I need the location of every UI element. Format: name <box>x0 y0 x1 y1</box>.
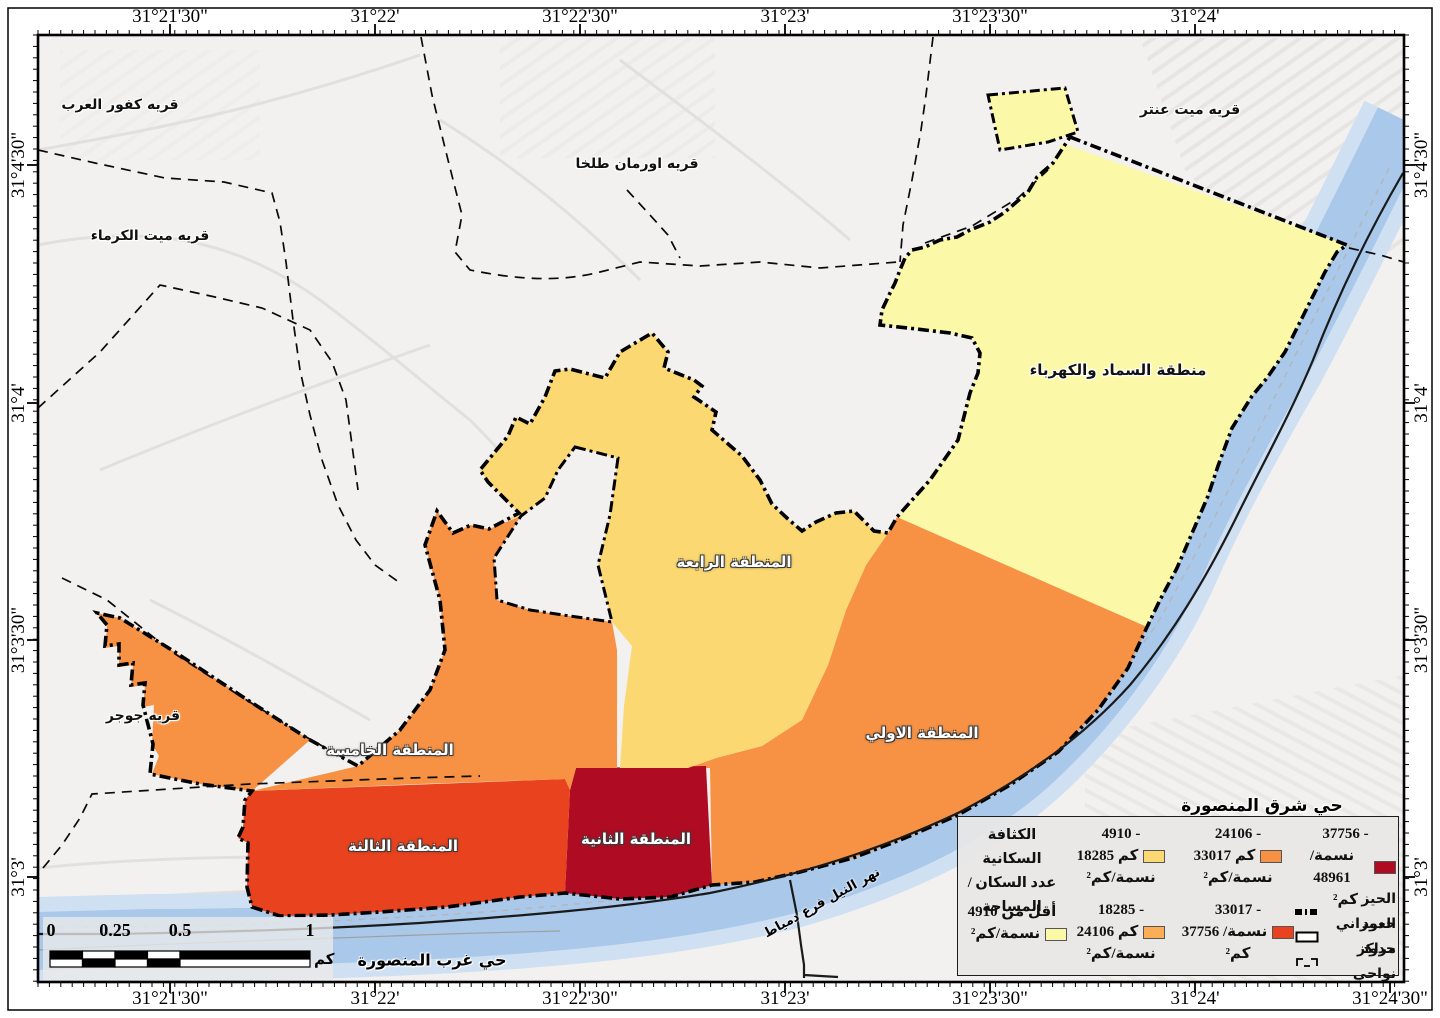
zone-polygon-second <box>565 766 712 899</box>
legend-extra-label: حدود نواحي <box>1352 941 1396 982</box>
scale-number: 0 <box>46 920 56 940</box>
legend-swatch-class6 <box>1374 860 1396 874</box>
legend-extra-urban-extent: الحيز العمراني <box>1295 892 1396 932</box>
rectangle-outline-icon <box>1295 931 1319 943</box>
scale-bar-graphic <box>49 950 311 968</box>
legend-extras: الحيز العمراني حدود مراكز حدود نواحي <box>1295 892 1396 982</box>
legend-class-range: - 37756 <box>1322 826 1369 842</box>
legend-class-unit: نسمة/كم² <box>970 926 1041 942</box>
minor-roads <box>38 53 851 907</box>
legend-class-range: - 4910 <box>1101 826 1141 842</box>
legend-title-line: المساحة <box>982 899 1042 915</box>
legend-title-line: عدد السكان / <box>967 875 1057 891</box>
scale-number: 0.25 <box>99 920 131 940</box>
legend-swatch-class2 <box>1143 849 1166 863</box>
legend-class-unit: كم² <box>1333 892 1358 908</box>
legend-extra-label: الحيز العمراني <box>1335 891 1396 932</box>
graticule-ticks <box>27 24 1415 993</box>
legend-class-5: - 33017 نسمة/ 37756 كم² <box>1181 899 1295 965</box>
legend-class-unit: نسمة/كم² <box>1203 870 1273 886</box>
zone-polygon-third <box>238 779 570 916</box>
zone-polygon-fifth-mass <box>252 511 617 791</box>
legend-title-line: الكثافة السكانية <box>982 827 1042 867</box>
map-frame <box>36 33 1406 984</box>
legend-swatch-class1 <box>1045 927 1068 941</box>
zone-polygon-samad <box>880 143 1347 627</box>
legend-class-2: - 4910 كم 18285 نسمة/كم² <box>1061 823 1181 889</box>
legend-class-unit: نسمة/كم² <box>1086 946 1156 962</box>
legend-column-title: الكثافة السكانية عدد السكان / المساحة أق… <box>963 817 1068 975</box>
legend-class-value: نسمة/ 37756 <box>1181 924 1268 940</box>
legend-class-6: - 37756 نسمة/ 48961 كم² <box>1295 823 1396 911</box>
legend-class-range: - 33017 <box>1214 902 1262 918</box>
legend-extra-label: حدود مراكز <box>1356 916 1396 957</box>
scale-number: 0.5 <box>168 920 192 940</box>
river-centerline <box>38 167 1390 929</box>
outer-border <box>7 7 1433 1011</box>
dashdot-line-icon <box>1295 907 1319 917</box>
scale-unit: كم <box>314 950 335 968</box>
legend-title: الكثافة السكانية عدد السكان / المساحة <box>963 823 1061 919</box>
legend-extra-markaz-borders: حدود مراكز <box>1295 917 1396 957</box>
legend-class-range: - 24106 <box>1214 826 1262 842</box>
zone-polygon-first <box>688 517 1147 885</box>
legend-column-symbols: - 37756 نسمة/ 48961 كم² الحيز العمراني ح… <box>1295 817 1396 982</box>
legend-class-unit: كم² <box>1225 946 1251 962</box>
legend-class-range: - 18285 <box>1097 902 1145 918</box>
legend-swatch-class5 <box>1272 925 1295 939</box>
legend-swatch-class4 <box>1260 849 1283 863</box>
scale-number: 1 <box>305 920 315 940</box>
density-zones <box>97 143 1347 916</box>
legend-class-range: أقل من 4910 <box>967 904 1057 920</box>
legend-class-value: كم 18285 <box>1076 848 1139 864</box>
legend-column-orange: - 24106 كم 33017 نسمة/كم² - 33017 نسمة/ … <box>1181 817 1295 975</box>
legend-class-unit: نسمة/كم² <box>1086 870 1156 886</box>
legend-class-value: كم 33017 <box>1193 848 1256 864</box>
legend-class-4: - 24106 كم 33017 نسمة/كم² <box>1181 823 1295 889</box>
urban-piece-north <box>986 86 1080 152</box>
scale-bar: 0 0.25 0.5 1 كم <box>43 917 335 980</box>
district-dashed-boundaries <box>38 36 1404 869</box>
non-urban-hole <box>492 445 620 624</box>
legend-extra-nawahi-borders: حدود نواحي <box>1295 942 1396 982</box>
legend-class-3: - 18285 كم 24106 نسمة/كم² <box>1061 899 1181 965</box>
zone-polygon-fourth <box>480 333 888 768</box>
legend-column-yellow: - 4910 كم 18285 نسمة/كم² - 18285 كم 2410… <box>1061 817 1181 975</box>
legend-panel: الكثافة السكانية عدد السكان / المساحة أق… <box>957 816 1399 982</box>
main-roads <box>38 172 1404 979</box>
legend-class-value: نسمة/ 48961 <box>1309 848 1355 886</box>
corner-brackets-icon <box>1295 956 1319 968</box>
legend-class-1: أقل من 4910 نسمة/كم² <box>963 901 1068 945</box>
legend-class-value: كم 24106 <box>1076 924 1139 940</box>
legend-swatch-class3 <box>1143 925 1166 939</box>
urban-extent-boundary <box>92 134 1351 918</box>
zone-polygon-fifth-arm <box>97 613 310 791</box>
